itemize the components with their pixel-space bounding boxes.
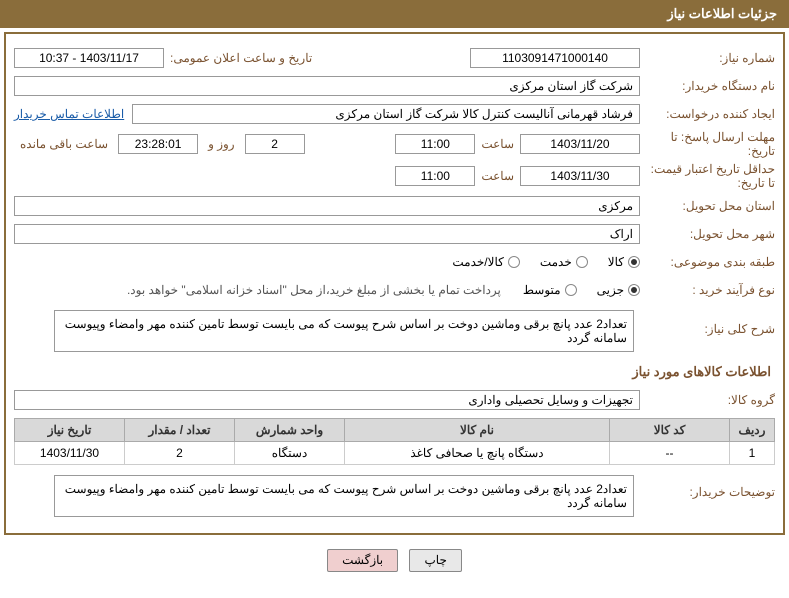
process-label: نوع فرآیند خرید : [640, 283, 775, 297]
radio-minor[interactable]: جزیی [597, 283, 640, 297]
requester-value: فرشاد قهرمانی آنالیست کنترل کالا شرکت گا… [132, 104, 640, 124]
buyer-contact-link[interactable]: اطلاعات تماس خریدار [14, 107, 124, 121]
category-radios: کالا خدمت کالا/خدمت [438, 255, 640, 269]
deadline-label: مهلت ارسال پاسخ: تا تاریخ: [640, 130, 775, 158]
announce-date-label: تاریخ و ساعت اعلان عمومی: [170, 51, 312, 65]
table-row: 1 -- دستگاه پانچ یا صحافی کاغذ دستگاه 2 … [15, 442, 775, 465]
group-value: تجهیزات و وسایل تحصیلی واداری [14, 390, 640, 410]
deadline-time-label: ساعت [481, 137, 514, 151]
validity-label: حداقل تاریخ اعتبار قیمت: تا تاریخ: [640, 162, 775, 190]
group-label: گروه کالا: [640, 393, 775, 407]
validity-time: 11:00 [395, 166, 475, 186]
radio-service[interactable]: خدمت [540, 255, 588, 269]
th-unit: واحد شمارش [235, 419, 345, 442]
buyer-notes-label: توضیحات خریدار: [640, 485, 775, 499]
buyer-org-value: شرکت گاز استان مرکزی [14, 76, 640, 96]
print-button[interactable]: چاپ [409, 549, 461, 572]
radio-goods[interactable]: کالا [608, 255, 640, 269]
remain-time: 23:28:01 [118, 134, 198, 154]
action-buttons: چاپ بازگشت [0, 539, 789, 578]
city-label: شهر محل تحویل: [640, 227, 775, 241]
page-title: جزئیات اطلاعات نیاز [667, 6, 777, 21]
buyer-org-label: نام دستگاه خریدار: [640, 79, 775, 93]
radio-goods-service[interactable]: کالا/خدمت [452, 255, 519, 269]
validity-date: 1403/11/30 [520, 166, 640, 186]
th-code: کد کالا [610, 419, 730, 442]
process-note: پرداخت تمام یا بخشی از مبلغ خرید،از محل … [127, 283, 501, 297]
city-value: اراک [14, 224, 640, 244]
table-header-row: ردیف کد کالا نام کالا واحد شمارش تعداد /… [15, 419, 775, 442]
th-name: نام کالا [345, 419, 610, 442]
desc-label: شرح کلی نیاز: [640, 322, 775, 336]
page-title-bar: جزئیات اطلاعات نیاز [0, 0, 789, 28]
announce-date-value: 1403/11/17 - 10:37 [14, 48, 164, 68]
validity-time-label: ساعت [481, 169, 514, 183]
province-value: مرکزی [14, 196, 640, 216]
need-number-label: شماره نیاز: [640, 51, 775, 65]
requester-label: ایجاد کننده درخواست: [640, 107, 775, 121]
items-info-title: اطلاعات کالاهای مورد نیاز [18, 364, 771, 380]
province-label: استان محل تحویل: [640, 199, 775, 213]
time-remaining: 2 روز و 23:28:01 ساعت باقی مانده [14, 134, 305, 154]
radio-goods-dot [631, 259, 637, 265]
desc-text: تعداد2 عدد پانچ برقی وماشین دوخت بر اساس… [54, 310, 634, 352]
deadline-date: 1403/11/20 [520, 134, 640, 154]
process-radios: جزیی متوسط [509, 283, 640, 297]
buyer-notes-text: تعداد2 عدد پانچ برقی وماشین دوخت بر اساس… [54, 475, 634, 517]
back-button[interactable]: بازگشت [327, 549, 398, 572]
remain-days: 2 [245, 134, 305, 154]
items-table: ردیف کد کالا نام کالا واحد شمارش تعداد /… [14, 418, 775, 465]
radio-medium[interactable]: متوسط [523, 283, 577, 297]
category-label: طبقه بندی موضوعی: [640, 255, 775, 269]
th-row: ردیف [730, 419, 775, 442]
th-qty: تعداد / مقدار [125, 419, 235, 442]
deadline-time: 11:00 [395, 134, 475, 154]
details-panel: شماره نیاز: 1103091471000140 تاریخ و ساع… [4, 32, 785, 535]
th-date: تاریخ نیاز [15, 419, 125, 442]
need-number-value: 1103091471000140 [470, 48, 640, 68]
